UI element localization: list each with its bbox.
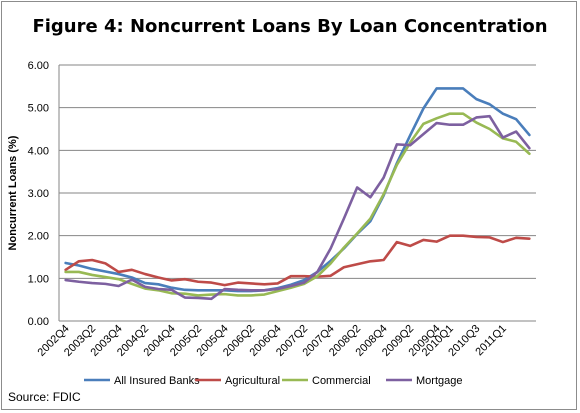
legend-label: Mortgage [416,375,462,387]
series-line-all-insured-banks [64,87,531,293]
series-line-commercial [64,112,531,297]
y-axis-label: Noncurrent Loans (%) [7,135,19,250]
source-note: Source: FDIC [8,390,81,404]
y-tick-label: 5.00 [28,103,49,115]
legend-label: Commercial [312,375,371,387]
series-line-mortgage [64,114,531,301]
y-tick-label: 2.00 [28,231,49,243]
chart-title: Figure 4: Noncurrent Loans By Loan Conce… [32,16,548,37]
series-lines [64,87,531,301]
legend-label: All Insured Banks [114,375,200,387]
y-tick-label: 1.00 [28,273,49,285]
legend-label: Agricultural [225,375,280,387]
y-tick-label: 0.00 [28,316,49,328]
y-tick-label: 3.00 [28,188,49,200]
series-line-agricultural [64,234,531,287]
y-tick-label: 6.00 [28,60,49,72]
gridlines [58,64,536,322]
legend: All Insured Banks Agricultural Commercial M… [84,375,462,387]
x-tick-labels: 2002Q42003Q22003Q42004Q22004Q42005Q22005… [36,323,509,359]
y-tick-labels: 0.00 1.00 2.00 3.00 4.00 5.00 6.00 [28,60,49,328]
y-tick-label: 4.00 [28,145,49,157]
